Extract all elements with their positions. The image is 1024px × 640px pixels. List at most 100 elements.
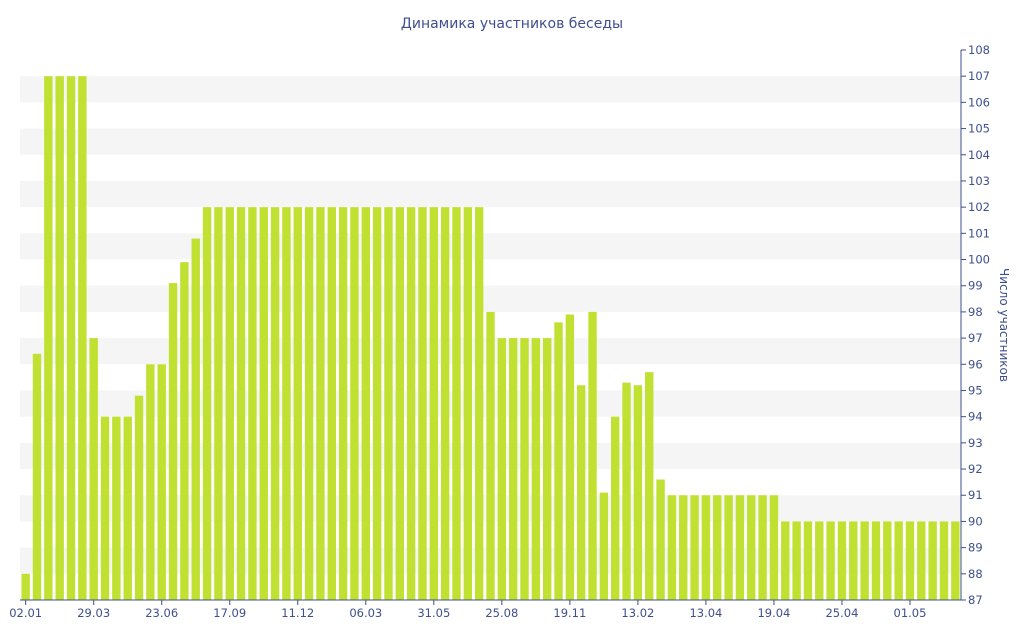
- bar: [917, 521, 926, 600]
- bar: [338, 207, 348, 600]
- bar: [236, 207, 246, 600]
- bar: [792, 521, 801, 600]
- bar: [112, 416, 121, 600]
- bar: [701, 495, 711, 600]
- bar: [304, 207, 314, 600]
- bar: [429, 207, 439, 600]
- bar: [372, 207, 382, 600]
- bar: [951, 521, 960, 600]
- y-tick-label: 104: [968, 148, 990, 162]
- y-tick-label: 94: [968, 410, 983, 424]
- x-tick-label: 06.03: [349, 606, 382, 620]
- bar: [440, 207, 450, 600]
- bar: [452, 207, 461, 600]
- bar: [565, 314, 575, 600]
- bar: [894, 521, 903, 600]
- bar: [905, 521, 915, 600]
- bar: [837, 521, 847, 600]
- bar: [758, 495, 767, 600]
- plot-band: [20, 180, 961, 208]
- y-axis: 87 88 89 90 91 92 93 94 95 96 97 98 99 100 101 102 103 10…: [960, 43, 990, 607]
- x-tick-label: 17.09: [213, 606, 246, 620]
- x-tick-label: 31.05: [417, 606, 450, 620]
- bar: [168, 283, 178, 600]
- bar: [849, 521, 858, 600]
- y-tick-label: 106: [968, 95, 990, 109]
- x-tick-label: 01.05: [894, 606, 927, 620]
- y-tick-label: 108: [968, 43, 990, 57]
- bar: [100, 416, 110, 600]
- chart-title: Динамика участников беседы: [401, 16, 623, 32]
- bar: [44, 76, 53, 600]
- bar: [724, 495, 733, 600]
- bar: [883, 521, 892, 600]
- bar: [679, 495, 688, 600]
- plot-band: [20, 128, 961, 155]
- plot-band: [20, 76, 961, 103]
- y-tick-label: 87: [968, 593, 983, 607]
- x-tick-label: 29.03: [77, 606, 110, 620]
- bar: [384, 207, 393, 600]
- bar: [202, 207, 212, 600]
- bar: [55, 76, 64, 600]
- bar: [520, 338, 529, 600]
- y-tick-label: 91: [968, 488, 983, 502]
- y-tick-label: 90: [968, 514, 983, 528]
- bar: [497, 338, 507, 600]
- x-axis: 02.01 29.03 23.06 17.09 11.12 06.03 31.05 25.08…: [9, 599, 961, 620]
- x-tick-label: 13.02: [621, 606, 654, 620]
- bar: [542, 338, 552, 600]
- bar: [146, 364, 155, 600]
- plot-band: [20, 285, 961, 312]
- bar: [939, 521, 949, 600]
- bar: [191, 238, 200, 600]
- bar: [928, 521, 937, 600]
- bar: [316, 207, 325, 600]
- y-tick-label: 93: [968, 436, 983, 450]
- bar: [747, 495, 756, 600]
- bar: [293, 207, 302, 600]
- x-tick-label: 02.01: [9, 606, 42, 620]
- y-tick-label: 101: [968, 226, 990, 240]
- bar: [735, 495, 745, 600]
- bar: [225, 207, 234, 600]
- bar: [645, 372, 654, 600]
- bar: [577, 385, 586, 600]
- bar: [508, 338, 518, 600]
- bar: [667, 495, 677, 600]
- bar: [418, 207, 427, 600]
- y-tick-label: 97: [968, 331, 983, 345]
- bar: [259, 207, 268, 600]
- x-tick-label: 19.04: [757, 606, 790, 620]
- bar: [781, 521, 790, 600]
- bar: [815, 521, 824, 600]
- y-tick-label: 103: [968, 174, 990, 188]
- x-tick-label: 11.12: [281, 606, 314, 620]
- bar: [66, 76, 76, 600]
- bar: [611, 416, 620, 600]
- bar: [474, 207, 484, 600]
- bar: [270, 207, 280, 600]
- bar: [531, 338, 541, 600]
- y-tick-label: 99: [968, 279, 983, 293]
- x-tick-label: 19.11: [553, 606, 586, 620]
- bar: [21, 573, 30, 600]
- bar: [860, 521, 869, 600]
- bar: [214, 207, 223, 600]
- bar: [123, 416, 132, 600]
- bar: [713, 495, 722, 600]
- bar: [350, 207, 359, 600]
- x-tick-label: 25.04: [825, 606, 858, 620]
- y-tick-label: 107: [968, 69, 990, 83]
- bar: [361, 207, 370, 600]
- bar: [803, 521, 813, 600]
- y-tick-label: 89: [968, 541, 983, 555]
- y-tick-label: 98: [968, 305, 983, 319]
- y-tick-label: 88: [968, 567, 983, 581]
- bar: [89, 338, 98, 600]
- y-axis-label: Число участников: [997, 268, 1011, 382]
- bar: [406, 207, 416, 600]
- bars: [21, 76, 960, 600]
- x-tick-label: 13.04: [689, 606, 722, 620]
